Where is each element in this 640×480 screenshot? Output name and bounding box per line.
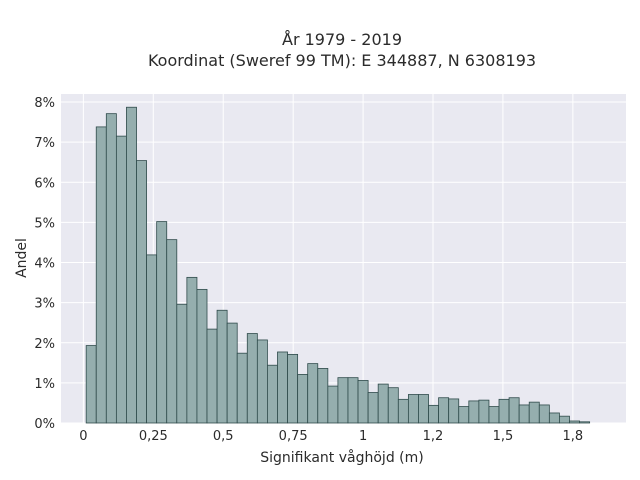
x-tick-label-4: 1 <box>359 429 367 444</box>
histogram-bar-42 <box>508 397 520 424</box>
histogram-bar-1 <box>95 126 107 424</box>
x-tick-label-0: 0 <box>79 429 87 444</box>
histogram-bar-46 <box>548 412 560 424</box>
histogram-bar-48 <box>569 420 580 424</box>
y-tick-label-2: 2% <box>34 337 55 352</box>
x-tick-label-6: 1,5 <box>493 429 514 444</box>
histogram-bar-35 <box>438 397 450 424</box>
histogram-bar-37 <box>458 406 470 424</box>
histogram-bar-16 <box>246 333 258 424</box>
y-tick-label-0: 0% <box>34 417 55 432</box>
histogram-bar-22 <box>307 363 319 424</box>
histogram-bar-10 <box>186 276 198 424</box>
histogram-bar-9 <box>176 303 188 424</box>
histogram-bar-40 <box>488 406 500 424</box>
histogram-bar-5 <box>136 160 147 424</box>
y-tick-label-4: 4% <box>34 257 55 272</box>
histogram-bar-33 <box>418 394 429 424</box>
histogram-bar-0 <box>85 345 97 424</box>
histogram-bar-31 <box>397 398 409 424</box>
histogram-bar-19 <box>277 351 288 424</box>
histogram-bar-47 <box>559 415 570 424</box>
histogram-bar-12 <box>206 328 218 424</box>
histogram-bar-38 <box>468 400 480 424</box>
histogram-bar-29 <box>377 383 389 424</box>
histogram-bar-30 <box>387 387 399 424</box>
histogram-bar-34 <box>428 404 439 424</box>
histogram-bar-25 <box>337 377 349 424</box>
histogram-bar-17 <box>256 339 268 424</box>
histogram-bar-20 <box>287 353 299 424</box>
histogram-bar-3 <box>115 135 127 424</box>
x-tick-label-5: 1,2 <box>423 429 444 444</box>
histogram-bar-6 <box>146 254 158 424</box>
y-tick-labels: 0% 1% 2% 3% 4% 5% 6% 7% 8% <box>34 96 55 432</box>
histogram-bar-11 <box>196 288 208 424</box>
x-tick-labels: 0 0,25 0,5 0,75 1 1,2 1,5 1,8 <box>79 429 583 444</box>
x-axis-label: Signifikant våghöjd (m) <box>260 449 423 466</box>
x-tick-label-7: 1,8 <box>563 429 584 444</box>
y-tick-label-1: 1% <box>34 377 55 392</box>
histogram-bar-39 <box>478 399 490 424</box>
chart-title-line2: Koordinat (Sweref 99 TM): E 344887, N 63… <box>148 51 536 70</box>
y-axis-label: Andel <box>14 238 30 278</box>
histogram-bar-18 <box>267 364 278 424</box>
histogram-bar-27 <box>357 380 369 424</box>
x-tick-label-3: 0,75 <box>279 429 308 444</box>
histogram-bar-43 <box>518 404 530 424</box>
histogram-bar-7 <box>156 221 168 424</box>
y-tick-label-6: 6% <box>34 176 55 191</box>
y-tick-label-3: 3% <box>34 297 55 312</box>
histogram-bar-32 <box>407 394 419 424</box>
chart-title-line1: År 1979 - 2019 <box>282 30 402 49</box>
histogram-bar-8 <box>166 239 178 424</box>
y-tick-label-7: 7% <box>34 136 55 151</box>
histogram-bar-26 <box>347 377 359 424</box>
y-tick-label-5: 5% <box>34 216 55 231</box>
histogram-bar-36 <box>448 398 460 424</box>
histogram-bar-45 <box>538 404 550 424</box>
x-tick-label-1: 0,25 <box>139 429 168 444</box>
histogram-bar-2 <box>105 113 117 424</box>
histogram-bar-14 <box>226 322 238 424</box>
y-tick-label-8: 8% <box>34 96 55 111</box>
histogram-bar-23 <box>317 368 329 424</box>
histogram-bar-21 <box>297 374 309 424</box>
bars <box>85 106 591 424</box>
histogram-bar-44 <box>528 401 540 424</box>
histogram-bar-13 <box>216 309 228 424</box>
histogram-bar-24 <box>327 385 339 424</box>
histogram-bar-49 <box>579 421 591 424</box>
x-tick-label-2: 0,5 <box>213 429 234 444</box>
histogram-bar-28 <box>367 392 379 424</box>
histogram-bar-15 <box>236 352 248 424</box>
histogram-bar-4 <box>126 106 137 424</box>
histogram-bar-41 <box>498 398 510 424</box>
